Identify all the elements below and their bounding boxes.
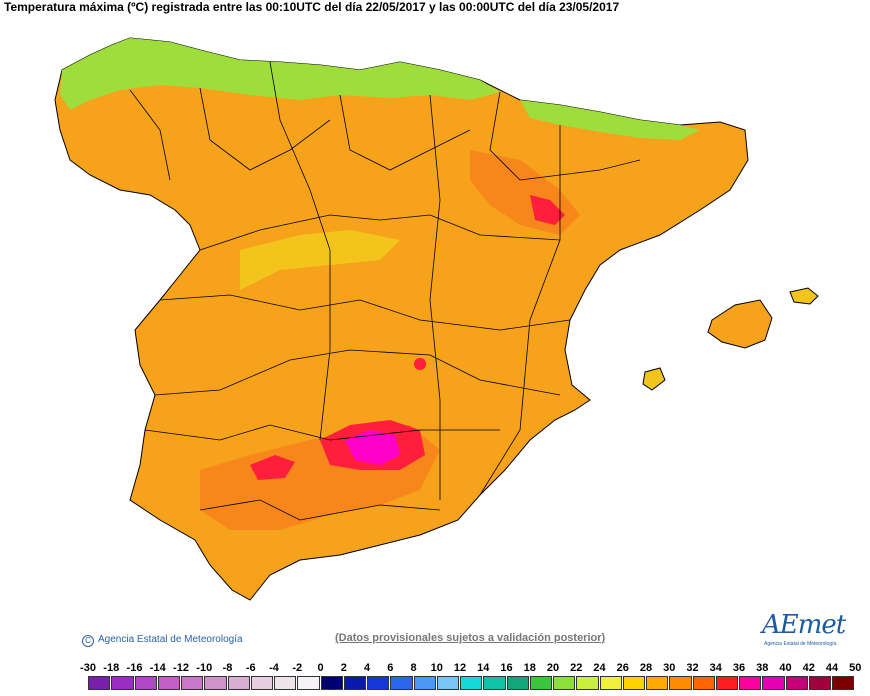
ciudad-real-hot-spot	[414, 358, 426, 370]
legend-labels: -30 -18 -16 -14 -12 -10 -8 -6 -4 -2 0 2 4 6 8 10 12 14 16 1…	[0, 662, 870, 676]
zaragoza-hot-core	[530, 195, 565, 225]
legend-swatch	[111, 676, 134, 690]
legend-swatch	[762, 676, 785, 690]
legend-swatch	[204, 676, 227, 690]
legend-label: 12	[453, 662, 467, 674]
legend-swatch	[274, 676, 297, 690]
legend-label: -8	[222, 662, 233, 674]
credit-text: Agencia Estatal de Meteorología	[98, 634, 243, 645]
aemet-credit: C Agencia Estatal de Meteorología	[82, 634, 243, 647]
menorca	[789, 287, 819, 305]
cordoba-hot-core	[250, 455, 295, 480]
legend-swatch	[134, 676, 157, 690]
legend-label: -6	[245, 662, 256, 674]
legend-label: -12	[173, 662, 189, 674]
legend-label: 28	[639, 662, 653, 674]
legend-swatch	[785, 676, 808, 690]
legend-swatch	[343, 676, 366, 690]
legend-swatch	[715, 676, 738, 690]
legend-label: -10	[196, 662, 213, 674]
legend-label: -16	[126, 662, 143, 674]
legend-swatch	[832, 676, 855, 690]
legend-label: 32	[686, 662, 699, 674]
legend-swatch	[808, 676, 831, 690]
legend-label: 4	[363, 662, 371, 674]
legend-label: 44	[825, 662, 839, 674]
central-mild-zone	[240, 230, 400, 290]
ibiza	[642, 367, 666, 391]
legend-swatch	[553, 676, 576, 690]
legend-swatch	[622, 676, 645, 690]
legend-label: -18	[103, 662, 120, 674]
legend-swatch	[390, 676, 413, 690]
legend-swatch	[88, 676, 111, 690]
legend-swatch	[506, 676, 529, 690]
legend-label: -2	[292, 662, 303, 674]
legend-swatch	[181, 676, 204, 690]
legend-swatch	[460, 676, 483, 690]
legend-swatch	[367, 676, 390, 690]
legend-label: 10	[430, 662, 443, 674]
copyright-icon: C	[82, 635, 94, 647]
legend-label: 14	[477, 662, 490, 674]
legend-label: 36	[732, 662, 746, 674]
legend-swatch	[483, 676, 506, 690]
legend-swatch	[436, 676, 459, 690]
legend-swatch	[297, 676, 320, 690]
legend-label: 0	[317, 662, 324, 674]
legend-label: -14	[149, 662, 166, 674]
legend-swatch	[576, 676, 599, 690]
legend-swatch	[739, 676, 762, 690]
legend-label: -4	[269, 662, 279, 674]
logo-subtitle: Agencia Estatal de Meteorología	[764, 641, 837, 647]
aemet-logo: AEmet Agencia Estatal de Meteorología	[760, 610, 846, 652]
map-title: Temperatura máxima (ºC) registrada entre…	[4, 0, 620, 14]
legend-label: 26	[616, 662, 629, 674]
legend-label: 20	[546, 662, 560, 674]
legend-swatch	[250, 676, 273, 690]
legend-swatch	[692, 676, 715, 690]
legend-label: 30	[663, 662, 676, 674]
legend-label: 50	[849, 662, 862, 674]
legend-label: 18	[523, 662, 536, 674]
legend-swatch	[599, 676, 622, 690]
legend-swatch	[320, 676, 343, 690]
logo-word: AEmet	[762, 610, 846, 640]
legend-label: 42	[802, 662, 815, 674]
legend-label: -30	[80, 662, 96, 674]
north-coast-band	[60, 38, 500, 110]
legend-swatch	[413, 676, 436, 690]
province-borders	[129, 61, 641, 521]
legend-label: 22	[570, 662, 583, 674]
legend-label: 6	[387, 662, 394, 674]
legend-swatch	[227, 676, 250, 690]
legend-label: 34	[709, 662, 722, 674]
legend-label: 24	[593, 662, 606, 674]
legend-label: 8	[410, 662, 417, 674]
legend-label: 38	[756, 662, 769, 674]
pyrenees-band	[520, 100, 700, 140]
legend-swatch	[646, 676, 669, 690]
legend-swatch	[669, 676, 692, 690]
legend-label: 16	[500, 662, 513, 674]
mallorca	[707, 299, 773, 349]
legend-swatch	[529, 676, 552, 690]
provisional-note: (Datos provisionales sujetos a validació…	[335, 632, 606, 644]
granada-very-hot	[345, 430, 400, 465]
legend-swatch	[157, 676, 180, 690]
legend-label: 2	[340, 662, 347, 674]
legend-label: 40	[779, 662, 792, 674]
